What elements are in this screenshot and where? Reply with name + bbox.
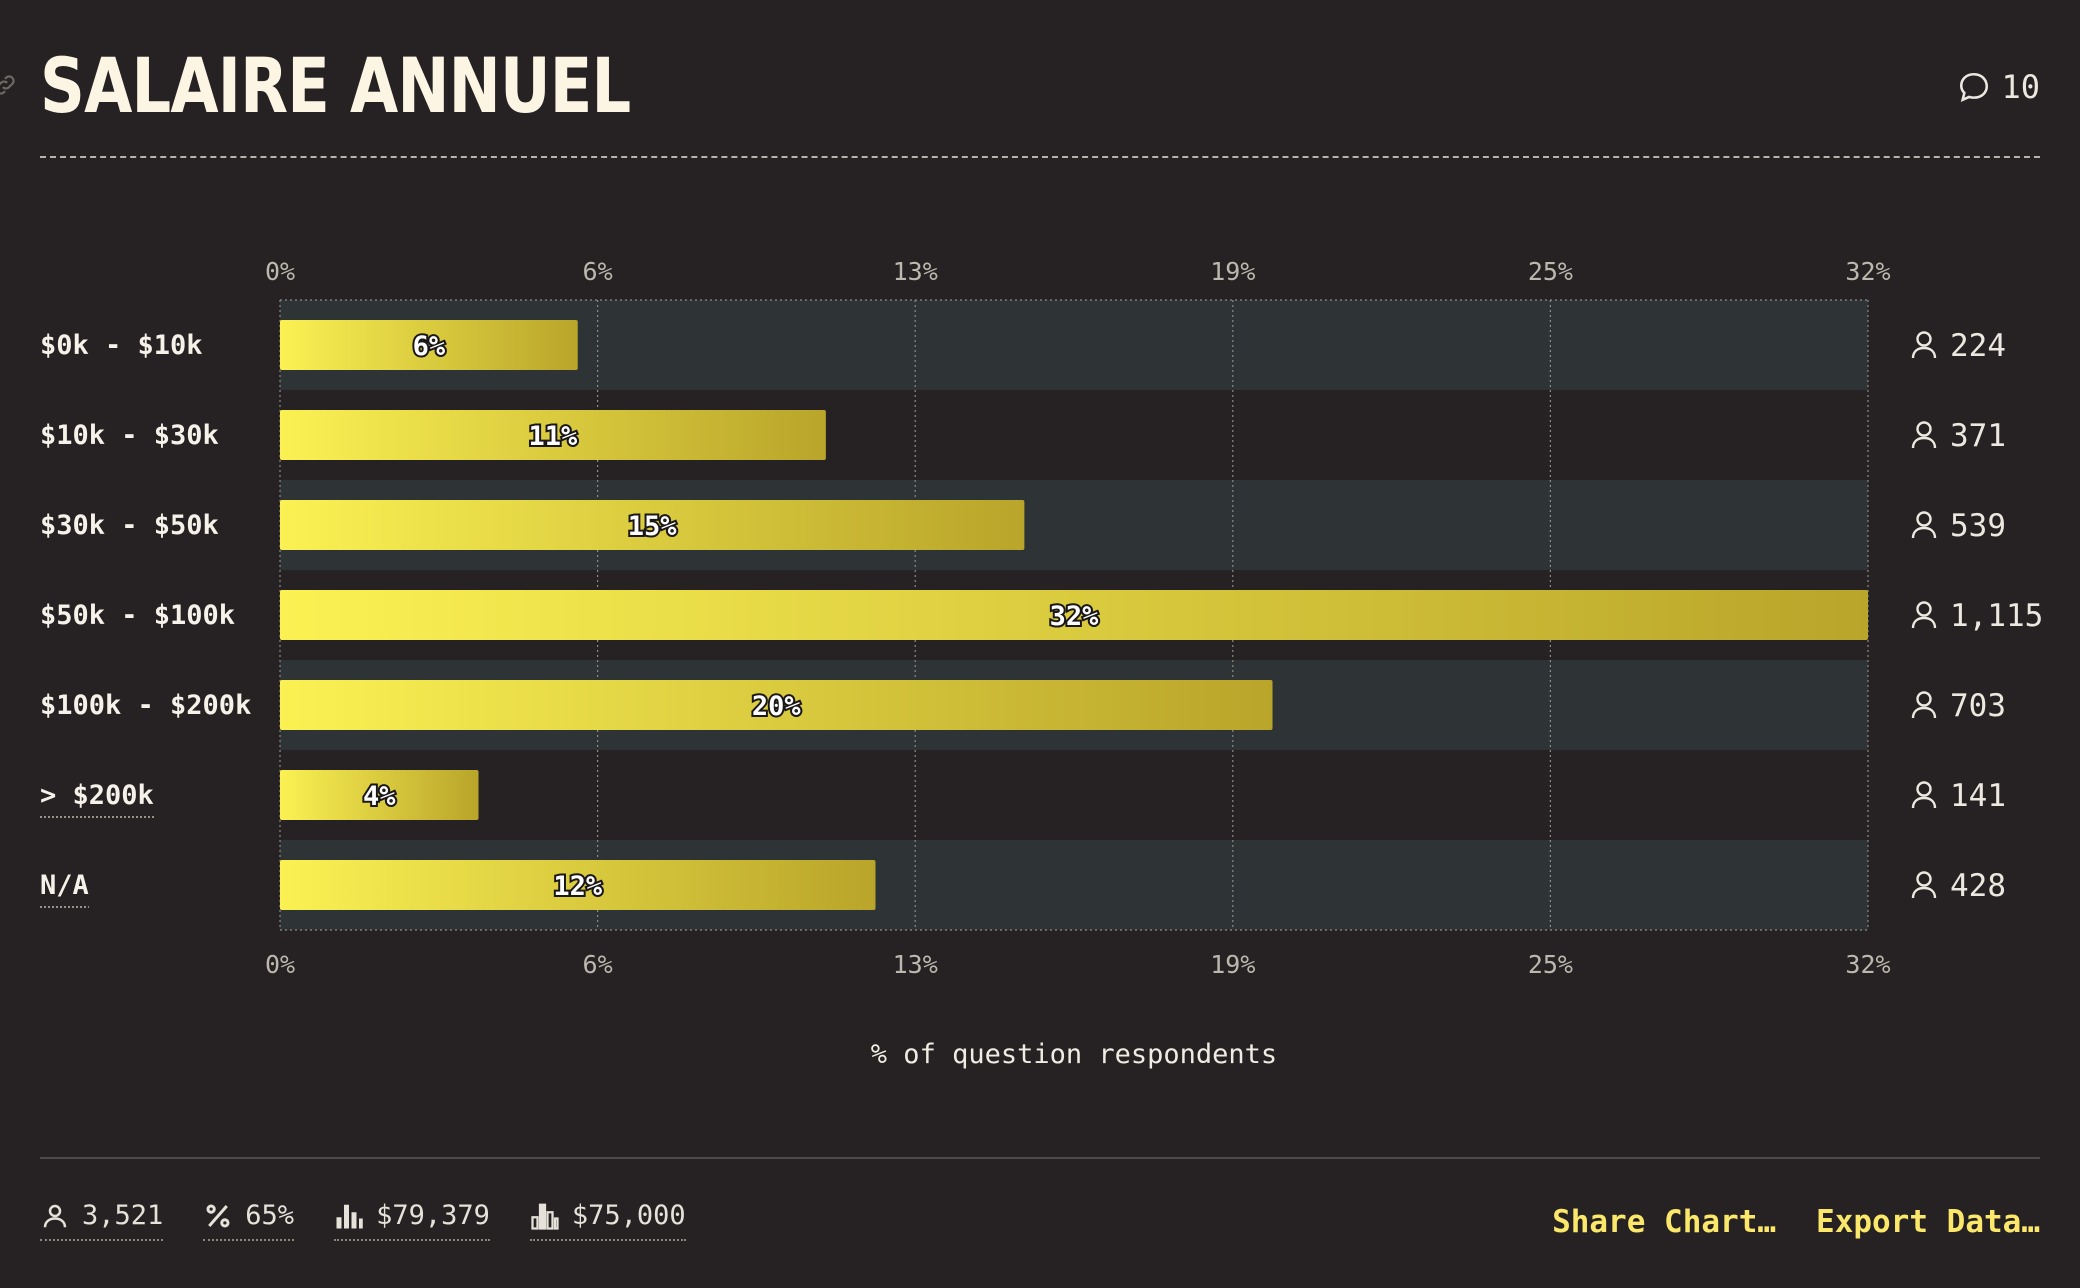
- median-value: $75,000: [571, 1200, 686, 1231]
- person-icon-body: [1911, 346, 1937, 359]
- person-icon-head: [1916, 421, 1932, 437]
- bar: [280, 320, 578, 370]
- export-data-button[interactable]: Export Data…: [1816, 1204, 2040, 1240]
- bar-value-label: 32%: [1050, 601, 1100, 632]
- person-icon-body: [1911, 526, 1937, 539]
- bar: [280, 500, 1025, 550]
- bar: [280, 770, 479, 820]
- x-tick-label-top: 19%: [1210, 257, 1255, 286]
- average-chart-icon: [336, 1204, 363, 1228]
- bar-value-label: 4%: [363, 781, 396, 812]
- x-tick-label-bottom: 6%: [583, 950, 613, 979]
- respondents-value: 3,521: [82, 1200, 164, 1231]
- respondent-count: 539: [1950, 508, 2006, 544]
- median-stat[interactable]: $75,000: [529, 1200, 686, 1241]
- title-divider: [40, 156, 2040, 158]
- comment-icon: [1960, 72, 1989, 102]
- person-icon-body: [1911, 706, 1937, 719]
- x-tick-label-top: 0%: [265, 257, 295, 286]
- category-label: $10k - $30k: [40, 420, 219, 451]
- x-tick-label-bottom: 32%: [1845, 950, 1890, 979]
- person-icon-body: [1911, 886, 1937, 899]
- person-icon-body: [1911, 796, 1937, 809]
- chart-actions: Share Chart… Export Data…: [1552, 1204, 2040, 1240]
- respondent-count: 1,115: [1950, 598, 2043, 634]
- category-label: $100k - $200k: [40, 690, 251, 721]
- respondent-count: 141: [1950, 778, 2006, 814]
- x-tick-label-top: 25%: [1528, 257, 1573, 286]
- x-tick-label-top: 6%: [583, 257, 613, 286]
- bar: [280, 410, 826, 460]
- respondent-count: 428: [1950, 868, 2006, 904]
- comment-count: 10: [2001, 68, 2040, 106]
- category-label: N/A: [40, 870, 89, 901]
- respondent-count: 224: [1950, 328, 2006, 364]
- category-label: $50k - $100k: [40, 600, 235, 631]
- x-tick-label-top: 32%: [1845, 257, 1890, 286]
- average-value: $79,379: [376, 1200, 490, 1231]
- person-icon-body: [1911, 616, 1937, 629]
- link-icon[interactable]: [0, 72, 18, 98]
- footer-divider: [40, 1157, 2040, 1159]
- share-chart-button[interactable]: Share Chart…: [1552, 1204, 1777, 1240]
- bar-value-label: 11%: [529, 421, 579, 452]
- comments-button[interactable]: 10: [1957, 68, 2040, 106]
- person-icon-head: [1916, 601, 1932, 617]
- bar-value-label: 12%: [553, 871, 603, 902]
- person-icon: [43, 1204, 67, 1227]
- person-icon-head: [1916, 871, 1932, 887]
- median-chart-icon: [531, 1203, 559, 1230]
- category-label: > $200k: [40, 780, 154, 811]
- summary-stats: 3,521 65% $79,379 $75,000: [40, 1200, 686, 1241]
- bar-value-label: 20%: [752, 691, 802, 722]
- person-icon-body: [1911, 436, 1937, 449]
- bar-value-label: 6%: [413, 331, 446, 362]
- respondent-count: 703: [1950, 688, 2006, 724]
- bar: [280, 590, 1868, 640]
- person-icon-head: [1916, 511, 1932, 527]
- category-label: $0k - $10k: [40, 330, 203, 361]
- person-icon-head: [1916, 781, 1932, 797]
- category-label: $30k - $50k: [40, 510, 219, 541]
- x-tick-label-top: 13%: [893, 257, 938, 286]
- person-icon-head: [1916, 691, 1932, 707]
- x-tick-label-bottom: 25%: [1528, 950, 1573, 979]
- respondents-stat[interactable]: 3,521: [40, 1200, 164, 1241]
- bar-value-label: 15%: [628, 511, 678, 542]
- bar: [280, 860, 876, 910]
- x-tick-label-bottom: 19%: [1210, 950, 1255, 979]
- person-icon-head: [1916, 331, 1932, 347]
- x-tick-label-bottom: 13%: [893, 950, 938, 979]
- percent-icon: [206, 1204, 230, 1227]
- bar: [280, 680, 1273, 730]
- x-axis-title: % of question respondents: [871, 1039, 1277, 1070]
- average-stat[interactable]: $79,379: [334, 1200, 490, 1241]
- bar-chart: 0% 0% 6% 6% 13% 13% 19% 19% 25% 25% 32% 32% $0k - $1…: [40, 257, 2043, 1070]
- chart-title: Salaire annuel: [40, 41, 631, 130]
- x-tick-label-bottom: 0%: [265, 950, 295, 979]
- percent-value: 65%: [245, 1200, 295, 1231]
- percent-stat[interactable]: 65%: [203, 1200, 295, 1241]
- respondent-count: 371: [1950, 418, 2006, 454]
